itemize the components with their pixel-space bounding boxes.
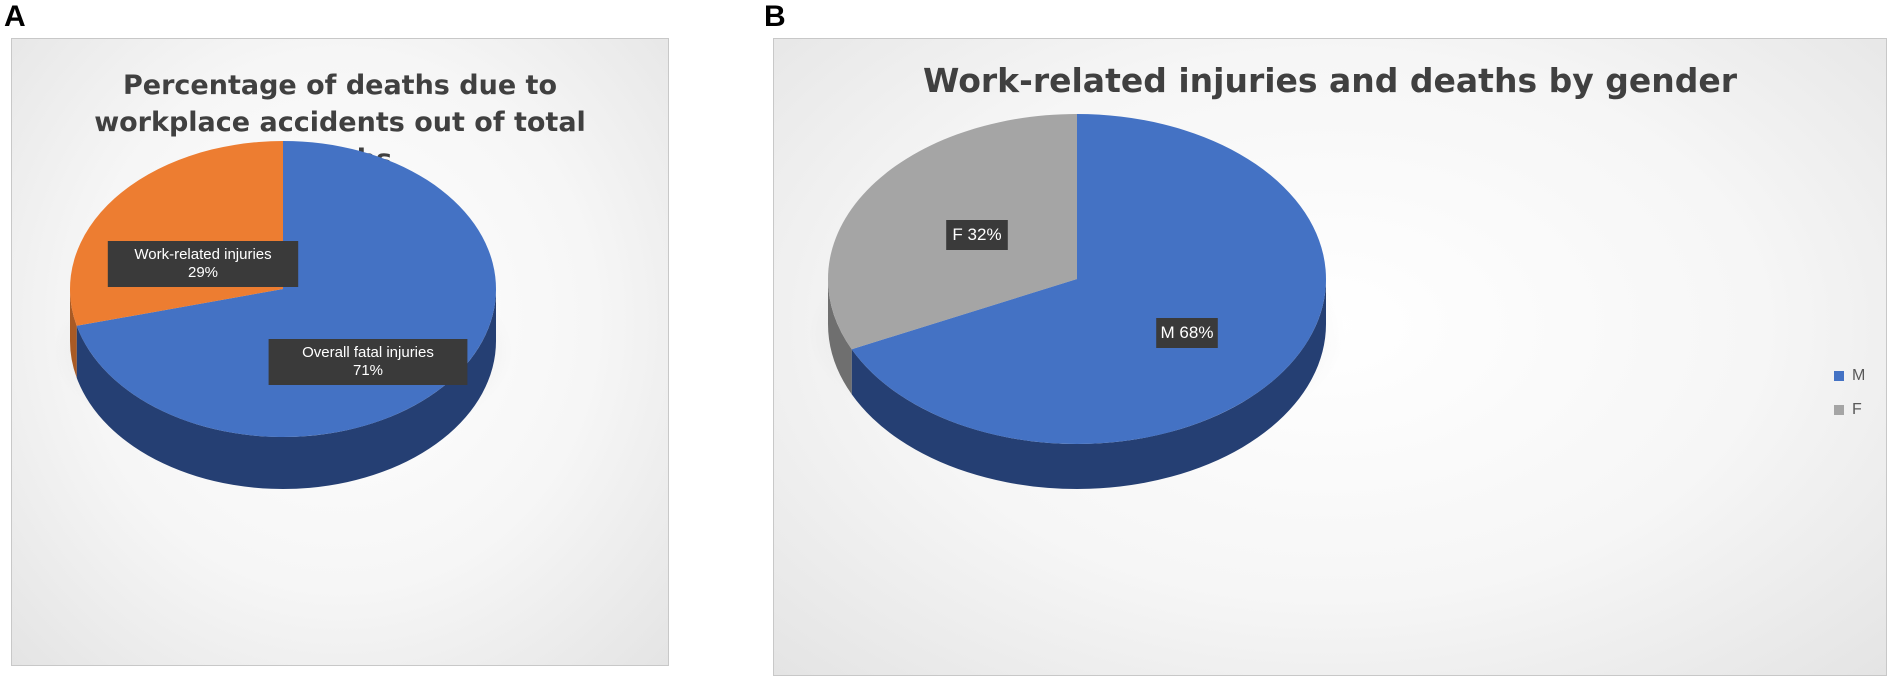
data-label-overall-fatal-box <box>268 339 468 385</box>
legend: M F <box>1834 359 1865 427</box>
data-label-overall-fatal-text: Overall fatal injuries <box>302 344 434 361</box>
chart-a-title: Percentage of deaths due to workplace ac… <box>12 67 668 178</box>
legend-label-f: F <box>1852 401 1862 418</box>
pie-side-overall-fatal-injuries <box>76 289 497 489</box>
data-label-work-related-box <box>107 241 299 287</box>
pie-b-plot: M 68% F 32% <box>808 114 1346 489</box>
chart-a-title-line: Percentage of deaths due to <box>123 70 557 101</box>
legend-item-m: M <box>1834 359 1865 393</box>
pie-chart-a: Percentage of deaths due to workplace ac… <box>11 38 669 666</box>
legend-label-m: M <box>1852 367 1866 384</box>
panel-a-label: A <box>4 0 26 33</box>
legend-swatch-m <box>1834 371 1844 381</box>
legend-item-f: F <box>1834 393 1865 427</box>
pie-side-m <box>851 279 1326 489</box>
data-label-work-related-text: 29% <box>188 264 218 281</box>
data-label-work-related-text: Work-related injuries <box>134 246 271 263</box>
data-label-f-text: F 32% <box>952 225 1001 244</box>
data-label-m-box <box>1156 318 1218 348</box>
data-label-m-text: M 68% <box>1161 323 1214 342</box>
panel-b-label: B <box>764 0 786 33</box>
data-label-f-box <box>946 220 1008 250</box>
pie-slice-m <box>851 114 1326 444</box>
chart-b-title: Work-related injuries and deaths by gend… <box>923 61 1737 100</box>
pie-side-work-related-injuries <box>70 289 77 378</box>
pie-chart-b: Work-related injuries and deaths by gend… <box>773 38 1887 676</box>
chart-a-title-line: workplace accidents out of total <box>94 107 586 138</box>
pie-side-f <box>828 279 852 395</box>
data-label-overall-fatal-text: 71% <box>353 362 383 379</box>
legend-swatch-f <box>1834 405 1844 415</box>
